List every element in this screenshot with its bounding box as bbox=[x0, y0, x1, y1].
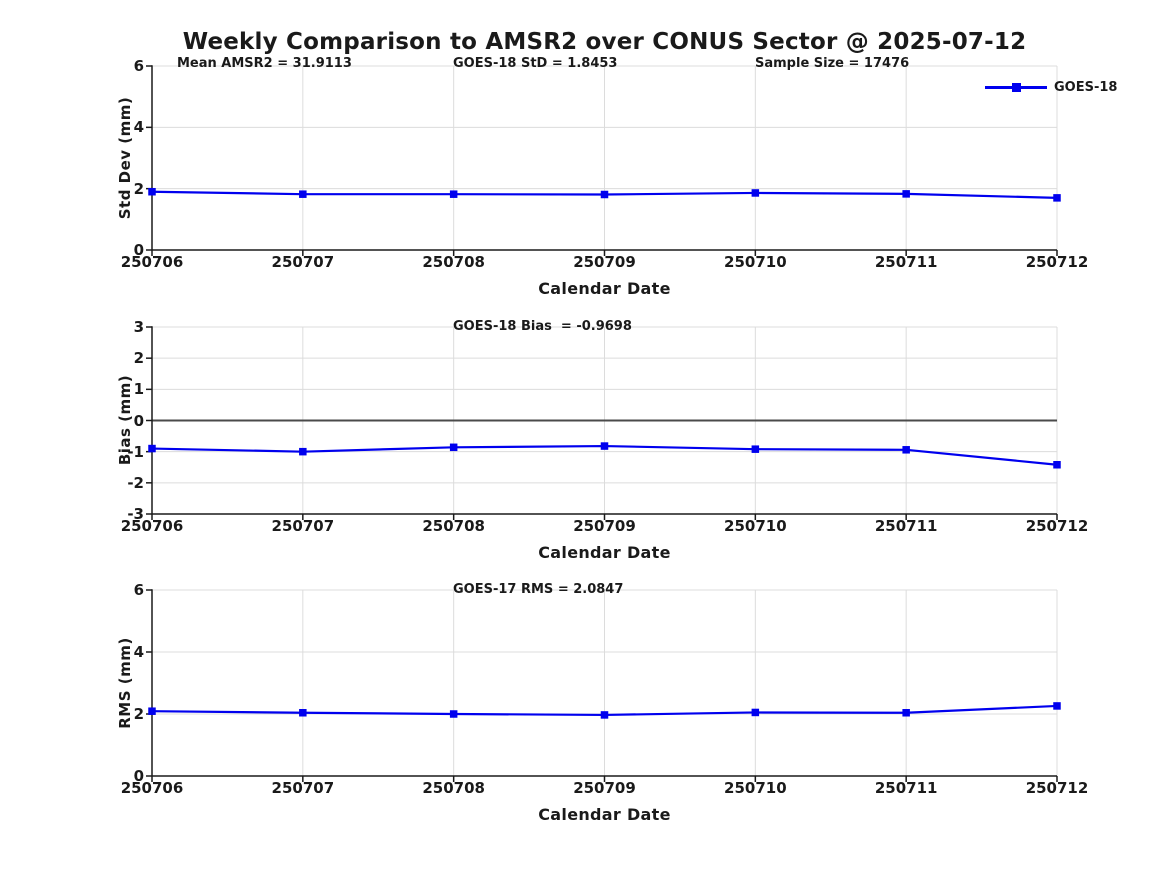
x-tick-label: 250709 bbox=[573, 517, 636, 535]
x-tick-label: 250706 bbox=[120, 253, 184, 271]
x-tick-label: 250710 bbox=[724, 779, 787, 797]
y-tick-label: 0 bbox=[133, 411, 144, 430]
x-axis-label-calendar-date-1: Calendar Date bbox=[538, 279, 671, 298]
data-marker bbox=[449, 443, 458, 452]
legend-label-goes18: GOES-18 bbox=[1054, 80, 1118, 95]
x-tick-label: 250708 bbox=[422, 517, 485, 535]
data-marker bbox=[299, 709, 307, 717]
x-tick-label: 250709 bbox=[573, 253, 636, 271]
x-tick-label: 250707 bbox=[271, 517, 335, 535]
data-marker bbox=[299, 447, 307, 456]
data-marker bbox=[902, 190, 910, 198]
y-tick-label: 4 bbox=[133, 118, 144, 137]
y-tick-label: -3 bbox=[127, 505, 144, 523]
data-marker bbox=[299, 190, 307, 198]
y-tick-label: 0 bbox=[133, 767, 144, 785]
legend: GOES-18 bbox=[985, 80, 1165, 96]
x-tick-label: 250711 bbox=[874, 253, 938, 271]
y-tick-label: 2 bbox=[133, 705, 144, 723]
annotation-sample-size: Sample Size = 17476 bbox=[755, 56, 910, 71]
x-tick-label: 250711 bbox=[874, 779, 938, 797]
y-tick-label: 4 bbox=[133, 643, 144, 661]
annotation-mean-amsr2: Mean AMSR2 = 31.9113 bbox=[177, 56, 352, 71]
annotation-goes18-bias: GOES-18 Bias = -0.9698 bbox=[453, 319, 632, 334]
data-marker bbox=[600, 442, 609, 450]
data-marker bbox=[600, 190, 609, 199]
data-marker bbox=[148, 187, 156, 196]
y-axis-label-stddev: Std Dev (mm) bbox=[116, 96, 134, 220]
data-marker bbox=[600, 711, 609, 719]
y-tick-label: 6 bbox=[133, 581, 144, 599]
x-axis-label-calendar-date-2: Calendar Date bbox=[538, 543, 671, 562]
y-tick-label: 3 bbox=[133, 318, 144, 336]
data-marker bbox=[751, 445, 760, 453]
x-tick-label: 250712 bbox=[1025, 253, 1089, 271]
data-marker bbox=[902, 709, 910, 717]
y-tick-label: 2 bbox=[133, 179, 144, 198]
data-marker bbox=[751, 189, 760, 197]
data-marker bbox=[1053, 194, 1061, 202]
x-tick-label: 250706 bbox=[120, 517, 184, 535]
data-marker bbox=[902, 446, 910, 454]
y-tick-label: 6 bbox=[133, 57, 144, 75]
annotation-goes18-std: GOES-18 StD = 1.8453 bbox=[453, 56, 618, 71]
legend-marker-icon bbox=[1012, 83, 1021, 92]
data-marker bbox=[449, 710, 458, 718]
x-tick-label: 250707 bbox=[271, 779, 335, 797]
subplot-1 bbox=[146, 65, 1061, 256]
y-tick-label: 0 bbox=[133, 241, 144, 259]
y-tick-label: 1 bbox=[133, 380, 144, 399]
annotation-goes17-rms: GOES-17 RMS = 2.0847 bbox=[453, 582, 624, 597]
x-tick-label: 250711 bbox=[874, 517, 938, 535]
x-axis-label-calendar-date-3: Calendar Date bbox=[538, 805, 671, 824]
x-tick-label: 250708 bbox=[422, 779, 485, 797]
x-tick-label: 250712 bbox=[1025, 779, 1089, 797]
x-tick-label: 250708 bbox=[422, 253, 485, 271]
subplot-3 bbox=[146, 589, 1061, 782]
x-tick-label: 250707 bbox=[271, 253, 335, 271]
x-tick-label: 250712 bbox=[1025, 517, 1089, 535]
y-tick-label: -1 bbox=[127, 442, 144, 461]
x-tick-label: 250710 bbox=[724, 253, 787, 271]
data-marker bbox=[751, 708, 760, 717]
data-marker bbox=[148, 707, 156, 715]
y-axis-label-rms: RMS (mm) bbox=[116, 637, 134, 729]
x-tick-label: 250710 bbox=[724, 517, 787, 535]
x-tick-label: 250706 bbox=[120, 779, 184, 797]
data-marker bbox=[148, 444, 156, 453]
data-marker bbox=[449, 190, 458, 198]
y-tick-label: -2 bbox=[127, 473, 144, 492]
data-marker bbox=[1053, 702, 1061, 710]
subplot-2 bbox=[146, 326, 1061, 520]
x-tick-label: 250709 bbox=[573, 779, 636, 797]
page-title: Weekly Comparison to AMSR2 over CONUS Se… bbox=[182, 29, 1027, 55]
data-marker bbox=[1053, 461, 1061, 469]
y-tick-label: 2 bbox=[133, 349, 144, 368]
